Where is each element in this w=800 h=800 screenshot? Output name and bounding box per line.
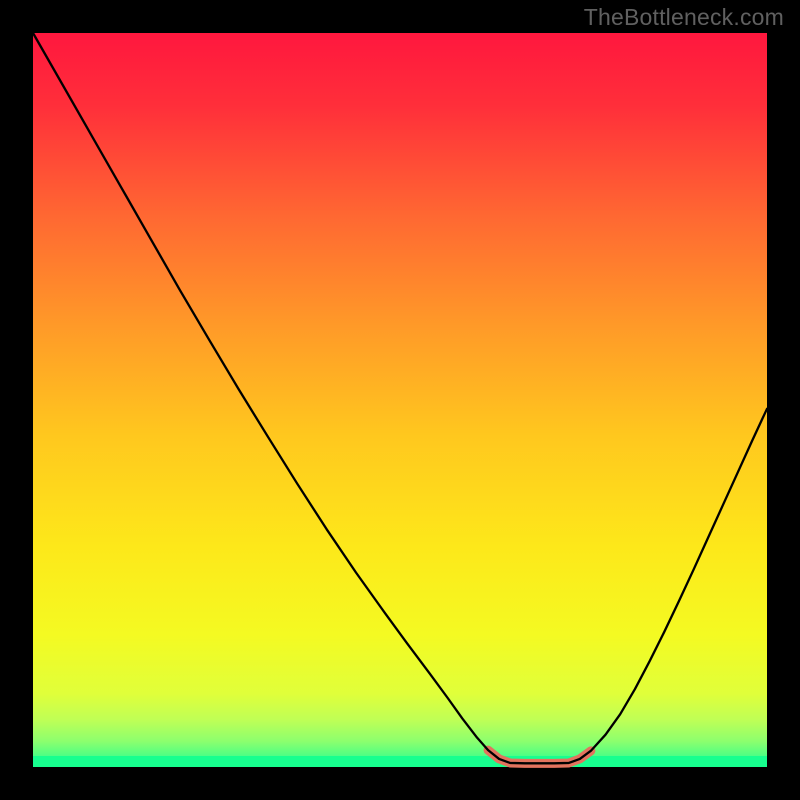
plot-area xyxy=(33,33,767,767)
curve-layer xyxy=(33,33,767,767)
watermark-text: TheBottleneck.com xyxy=(584,4,784,31)
chart-frame: TheBottleneck.com xyxy=(0,0,800,800)
bottleneck-curve-path xyxy=(33,33,767,763)
